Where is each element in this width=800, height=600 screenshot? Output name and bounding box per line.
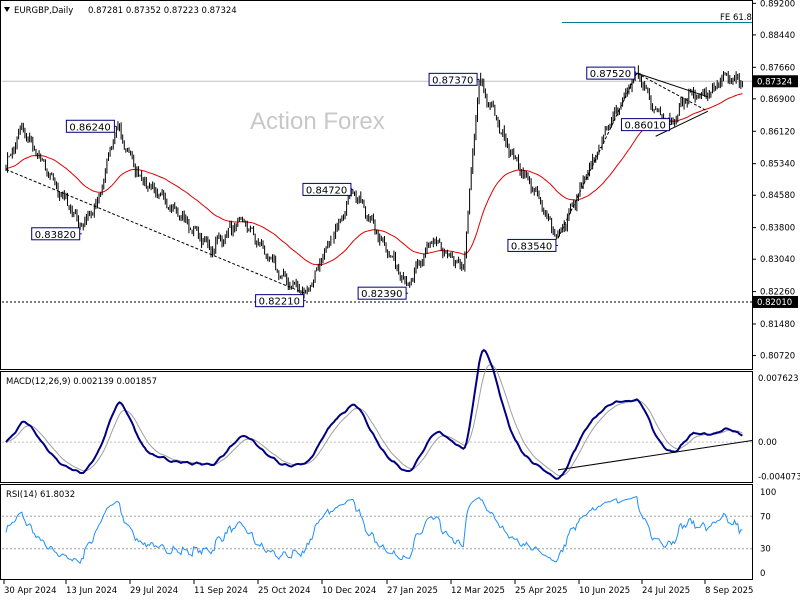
x-tick-label: 10 Jun 2025	[579, 586, 630, 596]
current-price-tag	[753, 75, 798, 88]
symbol-dropdown-icon[interactable]	[4, 7, 10, 12]
rsi-y-label: 0	[760, 569, 765, 579]
triangle-upper-line	[636, 72, 708, 98]
y-tick-label: 0.83800	[760, 224, 795, 234]
x-tick-label: 25 Oct 2024	[258, 586, 311, 596]
price-label: 0.86010	[624, 121, 665, 132]
rsi-y-label: 100	[760, 488, 776, 498]
macd-trendline	[557, 439, 753, 471]
price-label: 0.87520	[590, 69, 631, 80]
y-tick-label: 0.85340	[760, 160, 795, 170]
price-label: 0.82210	[259, 297, 300, 308]
ohlc-readout: 0.87281 0.87352 0.87223 0.87324	[88, 6, 237, 16]
macd-y-label: 0.00	[758, 438, 777, 448]
rsi-line	[5, 495, 743, 565]
downtrend-line	[5, 169, 306, 295]
y-tick-label: 0.82260	[760, 288, 795, 298]
x-tick-label: 29 Jul 2024	[130, 586, 178, 596]
y-tick-label: 0.86900	[760, 95, 795, 105]
price-label: 0.83540	[511, 241, 552, 252]
x-tick-label: 8 Sep 2025	[705, 586, 753, 596]
current-price-value: 0.87324	[757, 77, 792, 87]
price-label: 0.84720	[306, 185, 347, 196]
macd-line	[5, 348, 743, 480]
y-tick-label: 0.84580	[760, 191, 795, 201]
y-tick-label: 0.87660	[760, 63, 795, 73]
x-tick-label: 10 Dec 2024	[322, 586, 376, 596]
x-tick-label: 25 Apr 2025	[515, 586, 568, 596]
x-tick-label: 27 Jan 2025	[387, 586, 438, 596]
macd-title: MACD(12,26,9) 0.002139 0.001857	[6, 377, 157, 387]
uptrend-line	[557, 72, 638, 239]
price-label: 0.86240	[69, 122, 110, 133]
symbol-label: EURGBP,Daily	[14, 6, 73, 16]
macd-y-label: -0.004073	[758, 472, 800, 482]
y-tick-label: 0.83040	[760, 255, 795, 265]
watermark: Action Forex	[250, 108, 385, 135]
rsi-y-label: 70	[760, 512, 771, 522]
y-tick-label: 0.88440	[760, 31, 795, 41]
support-tag	[753, 295, 798, 308]
macd-panel[interactable]	[0, 371, 753, 483]
x-tick-label: 24 Jul 2025	[642, 586, 690, 596]
macd-signal-line	[5, 364, 743, 477]
x-tick-label: 12 Mar 2025	[451, 586, 505, 596]
x-tick-label: 30 Apr 2024	[4, 586, 57, 596]
rsi-panel[interactable]	[0, 484, 753, 580]
triangle-dotted-line	[636, 72, 708, 112]
x-tick-label: 13 Jun 2024	[66, 586, 117, 596]
y-tick-label: 0.81480	[760, 320, 795, 330]
price-label: 0.83820	[35, 230, 76, 241]
triangle-lower-line	[655, 110, 708, 137]
rsi-title: RSI(14) 61.8032	[6, 490, 75, 500]
price-panel[interactable]	[0, 0, 753, 370]
rsi-y-label: 30	[760, 545, 771, 555]
ema-line	[5, 93, 743, 266]
y-tick-label: 0.80720	[760, 352, 795, 362]
price-label: 0.87370	[432, 75, 473, 86]
price-label: 0.82390	[361, 289, 402, 300]
support-value: 0.82010	[757, 298, 792, 308]
fe-level-label: FE 61.8	[720, 13, 752, 23]
macd-y-label: 0.007623	[758, 374, 799, 384]
x-tick-label: 11 Sep 2024	[194, 586, 248, 596]
y-tick-label: 0.86120	[760, 127, 795, 137]
y-tick-label: 0.89200	[760, 0, 795, 9]
